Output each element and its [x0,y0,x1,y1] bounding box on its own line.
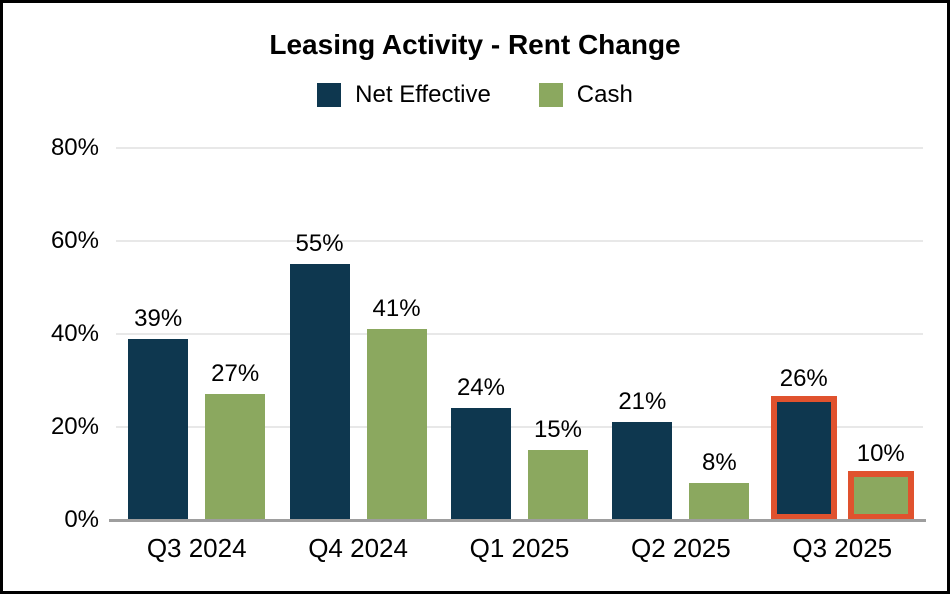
bar-net-effective [612,422,673,520]
bar-groups: 39% 27% 55% 41% 24% 15% 21% 8% 26% 10% [116,148,923,520]
legend-item-net-effective: Net Effective [317,81,491,109]
bar-slot: 27% [205,360,266,520]
plot-area: 39% 27% 55% 41% 24% 15% 21% 8% 26% 10% [109,147,926,522]
bar-slot: 10% [847,440,914,520]
bar-value-label: 15% [533,416,582,444]
bar-slot: 26% [770,365,837,520]
bar-value-label: 21% [618,388,667,416]
y-axis-labels: 0% 20% 40% 60% 80% [17,134,103,533]
y-axis-tick-label: 20% [50,413,99,440]
y-axis-tick-label: 0% [64,506,99,533]
bar-slot: 55% [289,230,350,520]
net-effective-swatch-icon [317,83,342,107]
x-axis-line [109,519,926,522]
bar-value-label: 26% [779,365,828,393]
legend: Net Effective Cash [3,81,947,109]
gridline-80 [116,147,923,149]
x-axis-label: Q3 2024 [146,533,247,563]
bar-value-label: 10% [856,439,905,467]
bar-net-effective [289,264,350,520]
x-axis-labels: Q3 2024 Q4 2024 Q1 2025 Q2 2025 Q3 2025 [116,533,923,564]
x-axis-label: Q4 2024 [308,533,408,563]
bar-value-label: 41% [372,295,421,323]
bar-slot: 24% [450,374,511,520]
bar-group-q1-2025: 24% 15% [439,148,600,520]
legend-label-net-effective: Net Effective [355,81,491,108]
bar-value-label: 24% [456,374,505,402]
gridline-20 [116,426,923,428]
y-axis-tick-label: 60% [50,227,99,254]
x-axis-label: Q2 2025 [630,533,731,563]
bar-slot: 39% [128,305,189,520]
bar-value-label: 27% [211,360,260,388]
bar-cash [366,329,427,520]
y-axis-tick-label: 40% [50,320,99,347]
bar-value-label: 55% [295,230,344,258]
bar-cash [205,394,266,520]
gridline-60 [116,240,923,242]
bar-slot: 21% [612,388,673,520]
highlighted-bar-cash [847,470,914,520]
gridline-40 [116,333,923,335]
cash-swatch-icon [538,83,563,107]
bar-group-q2-2025: 21% 8% [600,148,761,520]
bar-cash [689,482,750,520]
bar-slot: 15% [527,416,588,520]
chart-title: Leasing Activity - Rent Change [269,29,681,60]
bar-value-label: 39% [134,304,183,332]
highlighted-bar-net-effective [770,396,837,520]
bar-value-label: 8% [702,448,737,476]
legend-label-cash: Cash [576,81,633,108]
y-axis-tick-label: 80% [50,134,99,161]
bar-slot: 41% [366,295,427,520]
bar-group-q4-2024: 55% 41% [277,148,438,520]
bar-group-q3-2024: 39% 27% [116,148,277,520]
x-axis-label: Q3 2025 [792,533,893,563]
legend-item-cash: Cash [538,81,633,109]
bar-slot: 8% [689,449,750,520]
bar-cash [527,450,588,520]
bar-group-q3-2025: 26% 10% [762,148,923,520]
bar-net-effective [450,408,511,520]
bar-net-effective [128,338,189,520]
x-axis-label: Q1 2025 [469,533,570,563]
